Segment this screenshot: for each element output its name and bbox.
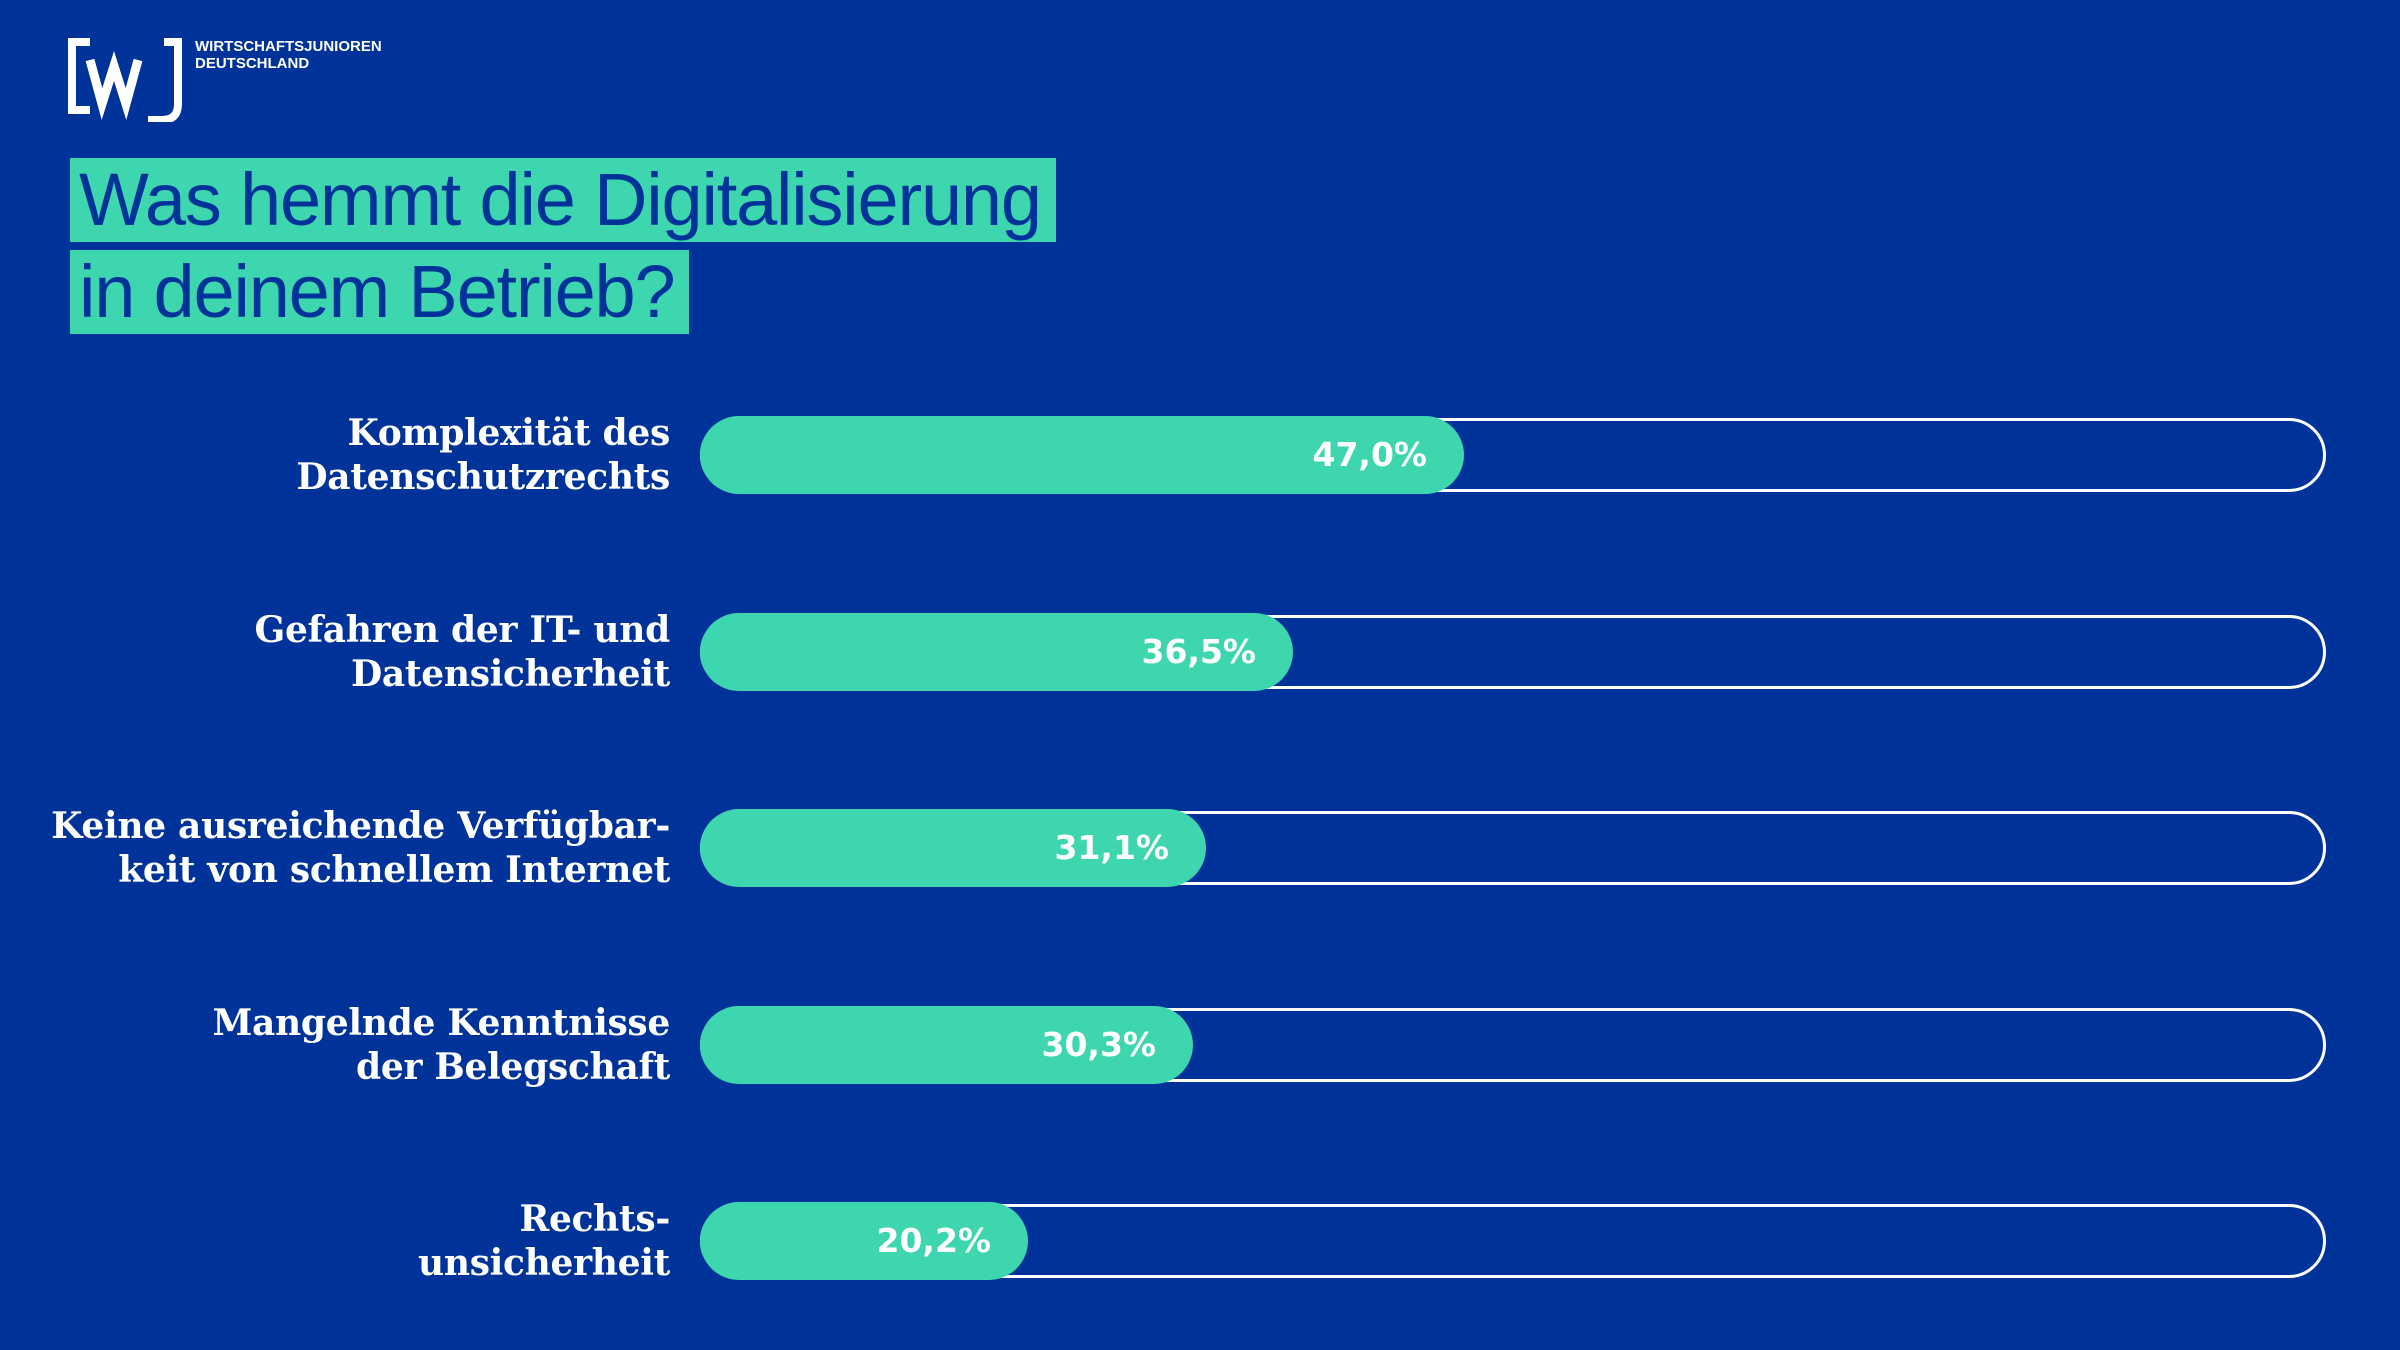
logo-text-line2: DEUTSCHLAND [195,55,310,72]
logo-text-line1: WIRTSCHAFTSJUNIOREN [195,38,382,55]
title-line-1: Was hemmt die Digitalisierung [70,158,1056,242]
title-line-2: in deinem Betrieb? [70,250,690,334]
wj-logo-text: WIRTSCHAFTSJUNIOREN DEUTSCHLAND [195,38,382,72]
bar [700,613,1293,691]
category-label: Keine ausreichende Verfügbar-keit von sc… [51,805,670,891]
bar-value-label: 36,5% [1141,632,1257,671]
bar [700,416,1464,494]
wj-logo-mark [68,38,182,122]
page-title: Was hemmt die Digitalisierung in deinem … [70,158,1056,342]
bar-value-label: 20,2% [876,1221,992,1260]
bar [700,809,1206,887]
bar [700,1006,1193,1084]
category-label: Komplexität des Datenschutzrechts [296,412,670,498]
category-label: Rechts-unsicherheit [417,1198,670,1284]
category-label: Mangelnde Kenntnisse der Belegschaft [212,1002,670,1088]
bar-value-label: 31,1% [1054,828,1170,867]
bar-value-label: 30,3% [1041,1025,1157,1064]
bar [700,1202,1028,1280]
bar-value-label: 47,0% [1312,435,1428,474]
category-label: Gefahren der IT- und Datensicherheit [254,609,671,695]
wj-logo: WIRTSCHAFTSJUNIOREN DEUTSCHLAND [68,38,398,128]
